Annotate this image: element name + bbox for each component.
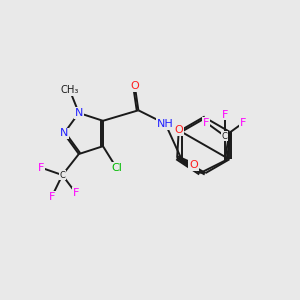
Text: O: O xyxy=(130,81,139,91)
Text: F: F xyxy=(38,163,44,172)
Text: F: F xyxy=(49,192,55,202)
Text: N: N xyxy=(75,108,83,118)
Text: C: C xyxy=(59,170,65,179)
Text: NH: NH xyxy=(157,119,174,129)
Text: CH₃: CH₃ xyxy=(61,85,79,95)
Text: F: F xyxy=(222,110,228,119)
Text: F: F xyxy=(240,118,247,128)
Text: F: F xyxy=(203,118,209,128)
Text: C: C xyxy=(222,132,228,141)
Text: O: O xyxy=(189,160,198,170)
Text: N: N xyxy=(60,128,68,139)
Text: Cl: Cl xyxy=(111,163,122,173)
Text: O: O xyxy=(174,125,183,135)
Text: F: F xyxy=(73,188,79,198)
